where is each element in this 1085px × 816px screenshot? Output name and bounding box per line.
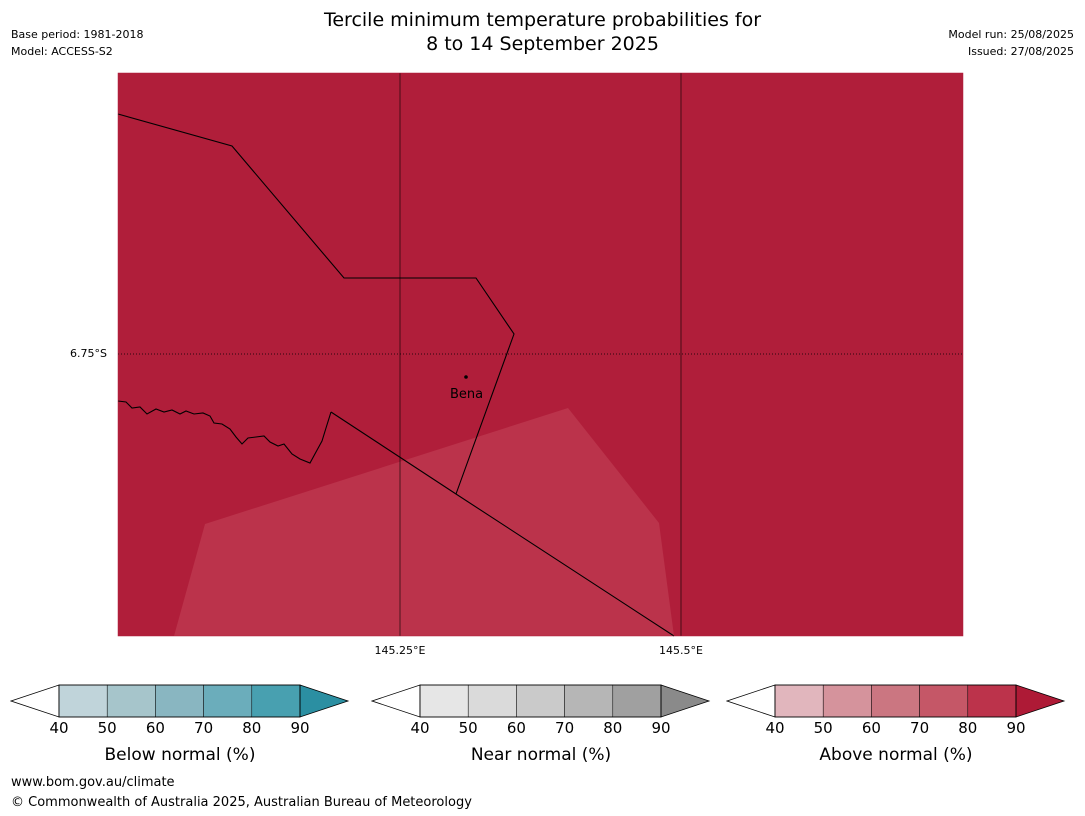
colorbar-above-tick-label: 60 [861, 719, 881, 737]
lat-label: 6.75°S [70, 347, 107, 360]
colorbar-above-segment [919, 684, 969, 718]
colorbar-near-high-extend [660, 684, 711, 718]
province-boundary-south [330, 411, 675, 637]
colorbar-above-caption: Above normal (%) [819, 745, 973, 765]
meta-right: Model run: 25/08/2025 Issued: 27/08/2025 [948, 26, 1074, 60]
colorbar-above-high-extend [1015, 684, 1066, 718]
footer-url: www.bom.gov.au/climate [11, 775, 175, 790]
colorbar-near-tick-label: 60 [506, 719, 526, 737]
colorbar-near-caption: Near normal (%) [470, 745, 612, 765]
colorbar-above-tick-label: 80 [958, 719, 978, 737]
colorbar-above-tick-label: 70 [910, 719, 930, 737]
colorbar-near-segment [612, 684, 662, 718]
colorbar-near-tick-label: 50 [458, 719, 478, 737]
colorbar-below-swatches [10, 684, 350, 718]
model-name: Model: ACCESS-S2 [11, 45, 113, 58]
colorbar-above-tick-label: 40 [765, 719, 785, 737]
model-run: Model run: 25/08/2025 [948, 28, 1074, 41]
colorbar-above-segment [967, 684, 1017, 718]
colorbar-near-segment [467, 684, 517, 718]
lon-label-145-25: 145.25°E [374, 644, 426, 657]
colorbar-above-tick-label: 50 [813, 719, 833, 737]
colorbar-above-tick-label: 90 [1006, 719, 1026, 737]
map-title: Tercile minimum temperature probabilitie… [0, 8, 1085, 56]
probability-patch [174, 408, 674, 636]
title-line-2: 8 to 14 September 2025 [426, 33, 659, 55]
meta-left: Base period: 1981-2018 Model: ACCESS-S2 [11, 26, 143, 60]
colorbar-below-tick-label: 50 [97, 719, 117, 737]
colorbar-below-frame [58, 684, 301, 718]
colorbar-near-swatches [371, 684, 711, 718]
map-frame [117, 72, 964, 637]
colorbar-below-segment [251, 684, 301, 718]
place-label-bena: Bena [450, 387, 484, 402]
colorbar-below-segment [155, 684, 204, 718]
coastline-river [117, 400, 332, 464]
bena-marker [464, 375, 468, 379]
colorbar-below-caption: Below normal (%) [104, 745, 256, 765]
colorbar-above-swatches [726, 684, 1066, 718]
colorbar-near-frame [419, 684, 662, 718]
colorbar-above-low-extend [726, 684, 776, 718]
colorbar-above-segment [822, 684, 872, 718]
colorbar-below-segment [58, 684, 108, 718]
colorbar-below-tick-label: 60 [145, 719, 165, 737]
colorbar-above-segment [871, 684, 920, 718]
lon-label-145-5: 145.5°E [659, 644, 703, 657]
base-period: Base period: 1981-2018 [11, 28, 144, 41]
colorbar-near-tick-label: 90 [651, 719, 671, 737]
colorbar-near-tick-label: 80 [603, 719, 623, 737]
colorbar-above-segment [774, 684, 824, 718]
province-boundary-north [117, 113, 515, 495]
colorbar-below-tick-label: 80 [242, 719, 262, 737]
colorbar-below-segment [203, 684, 253, 718]
colorbar-near-low-extend [371, 684, 421, 718]
colorbar-near-segment [516, 684, 565, 718]
colorbar-below-high-extend [299, 684, 350, 718]
colorbar-below-tick-label: 40 [49, 719, 69, 737]
colorbar-near-tick-label: 70 [555, 719, 575, 737]
colorbar-below-tick-label: 70 [194, 719, 214, 737]
title-line-1: Tercile minimum temperature probabilitie… [323, 9, 762, 31]
footer-copyright: © Commonwealth of Australia 2025, Austra… [11, 795, 472, 810]
colorbar-below-segment [106, 684, 156, 718]
colorbar-below-low-extend [10, 684, 60, 718]
colorbar-above-frame [774, 684, 1017, 718]
colorbar-near-segment [419, 684, 469, 718]
colorbar-near-segment [564, 684, 614, 718]
colorbar-below-tick-label: 90 [290, 719, 310, 737]
colorbar-near-tick-label: 40 [410, 719, 430, 737]
issued-date: Issued: 27/08/2025 [967, 45, 1074, 58]
